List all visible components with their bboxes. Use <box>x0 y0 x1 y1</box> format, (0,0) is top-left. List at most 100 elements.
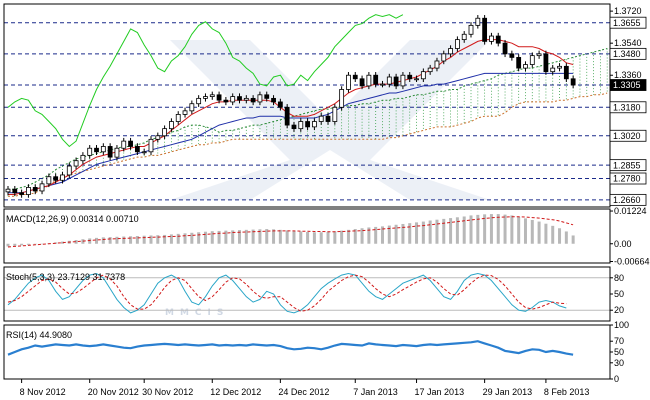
bear-candle <box>223 99 229 103</box>
bull-candle <box>346 74 351 90</box>
stoch-label: Stoch(5,3,3) 23.7129 31.7378 <box>6 272 125 282</box>
time-tick-label: 17 Jan 2013 <box>415 387 465 397</box>
macd-histogram-bar <box>231 230 235 244</box>
bull-candle <box>162 128 168 137</box>
macd-histogram-bar <box>312 232 316 244</box>
macd-label: MACD(12,26,9) 0.00314 0.00710 <box>6 214 139 224</box>
stoch-tick-label: 20 <box>614 305 624 315</box>
macd-histogram-bar <box>571 235 575 244</box>
bull-candle <box>427 67 433 73</box>
macd-histogram-bar <box>428 220 432 244</box>
macd-histogram-bar <box>353 229 357 244</box>
stoch-signal-line <box>7 274 567 312</box>
macd-histogram-bar <box>503 214 507 244</box>
bull-candle <box>196 97 202 105</box>
bull-candle <box>441 53 447 62</box>
macd-histogram-bar <box>380 226 384 244</box>
price-level-tag <box>609 101 647 114</box>
bear-candle <box>325 115 331 122</box>
macd-histogram-bar <box>156 235 160 244</box>
macd-histogram-bar <box>60 241 64 244</box>
bull-candle <box>175 114 181 122</box>
macd-histogram-bar <box>176 233 180 244</box>
price-level-tag <box>609 129 647 142</box>
macd-histogram-bar <box>278 229 282 244</box>
macd-histogram-bar <box>442 218 446 244</box>
macd-histogram-bar <box>272 229 276 244</box>
bear-candle <box>502 42 508 55</box>
rsi-tick-label: 30 <box>614 358 624 368</box>
stoch-tick-label: 80 <box>614 273 624 283</box>
macd-tick-label: 0.01224 <box>614 206 647 216</box>
macd-histogram-bar <box>190 232 194 244</box>
rsi-label: RSI(14) 44.9080 <box>6 330 72 340</box>
macd-histogram-bar <box>455 217 459 244</box>
bear-candle <box>359 78 365 87</box>
macd-histogram-bar <box>401 223 405 244</box>
bear-candle <box>291 124 297 130</box>
macd-histogram-bar <box>564 231 568 244</box>
bear-candle <box>543 53 549 73</box>
macd-histogram-bar <box>265 229 269 244</box>
bull-candle <box>114 147 120 158</box>
bear-candle <box>407 74 413 80</box>
macd-histogram-bar <box>517 216 521 244</box>
macd-histogram-bar <box>251 229 255 244</box>
macd-signal-line <box>7 216 574 248</box>
bear-candle <box>495 35 501 44</box>
macd-histogram-bar <box>74 240 78 244</box>
bull-candle <box>230 96 236 103</box>
price-tick-label: 1.3540 <box>614 38 642 48</box>
bear-candle <box>305 121 310 128</box>
bull-candle <box>243 97 249 101</box>
bull-candle <box>80 154 86 162</box>
macd-histogram-bar <box>203 231 207 244</box>
macd-histogram-bar <box>496 214 500 244</box>
bull-candle <box>155 135 161 140</box>
macd-histogram-bar <box>408 223 412 244</box>
macd-histogram-bar <box>537 221 541 244</box>
kijun-sen-line <box>8 72 574 194</box>
bull-candle <box>434 60 440 69</box>
price-panel: 1.3720 1.3540 1.3360 1.3655 1.3480 1.3305 1.31… <box>3 3 647 208</box>
macd-histogram-bar <box>449 218 453 244</box>
macd-histogram-bar <box>558 228 562 244</box>
macd-histogram-bar <box>510 215 514 244</box>
bull-candle <box>475 17 481 26</box>
bull-candle <box>339 89 345 108</box>
price-tick-label: 1.3720 <box>614 6 642 16</box>
macd-tick-label: -0.00664 <box>614 257 650 267</box>
bear-candle <box>250 97 256 103</box>
rsi-line <box>7 340 574 356</box>
stochastic-panel: 80 50 20 Stoch(5,3,3) 23.7129 31.7378 <box>3 266 624 322</box>
bear-candle <box>277 101 283 108</box>
macd-histogram-bar <box>142 235 146 244</box>
price-tick-label: 1.3360 <box>614 70 642 80</box>
bull-candle <box>182 110 188 115</box>
tenkan-sen-line <box>8 39 574 195</box>
macd-histogram-bar <box>326 231 330 244</box>
macd-histogram-bar <box>483 214 487 244</box>
macd-histogram-bar <box>551 225 555 244</box>
time-tick-label: 29 Jan 2013 <box>483 387 533 397</box>
price-level-label: 1.2855 <box>613 160 641 170</box>
macd-histogram-bar <box>238 230 242 244</box>
bear-candle <box>264 94 270 99</box>
bull-candle <box>454 39 460 49</box>
bull-candle <box>5 188 11 193</box>
bull-candle <box>46 176 52 185</box>
bull-candle <box>529 55 535 65</box>
bull-candle <box>87 147 93 156</box>
bull-candle <box>73 160 79 167</box>
watermark-text: MMCIS <box>165 308 229 318</box>
bull-candle <box>536 53 542 57</box>
macd-histogram-bar <box>26 243 30 245</box>
bull-candle <box>386 76 392 85</box>
price-level-tag <box>609 159 647 172</box>
macd-histogram-bar <box>40 243 44 245</box>
macd-histogram-bar <box>122 236 126 244</box>
bear-candle <box>271 97 276 103</box>
bull-candle <box>257 94 263 103</box>
macd-panel: 0.01224 0.00 -0.00664 MACD(12,26,9) 0.00314… <box>3 206 650 267</box>
